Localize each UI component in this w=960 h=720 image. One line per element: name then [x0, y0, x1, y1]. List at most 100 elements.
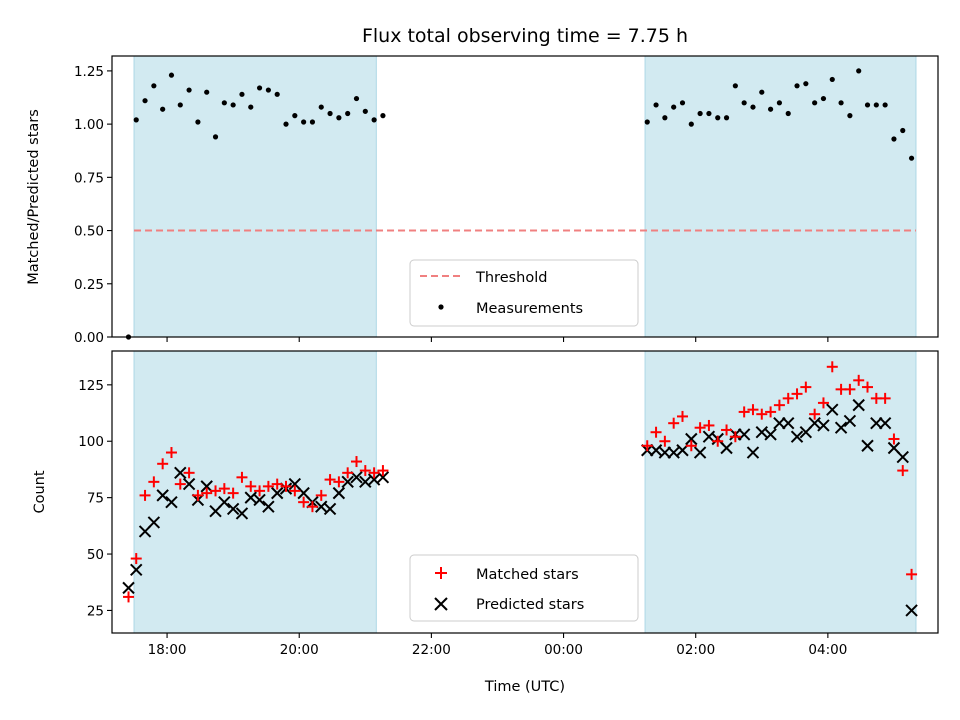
predicted-star-point — [826, 403, 839, 416]
predicted-star-point — [746, 446, 760, 459]
y-tick-label: 50 — [87, 547, 104, 563]
predicted-star-point — [773, 416, 786, 430]
matched-legend-label: Matched stars — [476, 567, 579, 583]
measurement-point — [292, 113, 298, 119]
predicted-legend-swatch — [434, 597, 448, 611]
matched-star-point — [298, 496, 310, 508]
measurement-point — [265, 87, 271, 93]
counts-axes-frame — [111, 350, 939, 634]
measurement-point — [380, 113, 386, 119]
measurements-legend-label: Measurements — [476, 301, 583, 317]
matched-star-point — [192, 489, 204, 501]
predicted-star-point — [861, 439, 874, 452]
matched-legend-swatch — [435, 567, 447, 579]
predicted-star-point — [878, 416, 892, 430]
matched-star-point — [183, 467, 195, 479]
measurement-point — [741, 100, 747, 106]
predicted-star-point — [790, 430, 804, 443]
matched-star-point — [668, 417, 680, 429]
chart-title: Flux total observing time = 7.75 h — [362, 25, 688, 47]
measurement-point — [891, 136, 897, 142]
measurement-point — [653, 102, 659, 108]
matched-star-point — [694, 422, 706, 434]
ratio-y-axis-label: Matched/Predicted stars — [26, 109, 42, 285]
measurement-point — [864, 102, 871, 108]
measurement-point — [204, 89, 210, 95]
matched-star-point — [262, 480, 274, 492]
x-axis-label: Time (UTC) — [484, 679, 565, 695]
matched-star-point — [333, 476, 345, 488]
measurement-point — [882, 102, 888, 108]
matched-star-point — [157, 458, 169, 470]
predicted-star-point — [905, 604, 918, 617]
measurement-point — [732, 83, 738, 89]
predicted-legend-label: Predicted stars — [476, 597, 584, 613]
measurement-point — [767, 106, 774, 112]
predicted-star-point — [174, 466, 187, 480]
y-tick-label: 0.75 — [74, 170, 104, 186]
matched-star-point — [773, 399, 785, 411]
predicted-star-point — [341, 475, 354, 489]
count-points — [122, 361, 918, 617]
matched-star-point — [280, 480, 292, 492]
predicted-star-point — [130, 563, 143, 577]
matched-star-point — [729, 431, 741, 443]
counts-panel: 25 50 75 100 125 18:00 20:00 22:00 00:00 02:00 04… — [32, 350, 939, 695]
predicted-star-point — [122, 581, 135, 595]
predicted-star-point — [359, 475, 372, 489]
matched-star-point — [721, 424, 733, 436]
matched-star-point — [315, 489, 327, 501]
predicted-star-point — [658, 446, 672, 459]
measurement-point — [679, 100, 686, 106]
x-tick-label: 04:00 — [808, 642, 847, 658]
measurement-point — [900, 127, 906, 134]
measurement-point — [715, 115, 721, 121]
measurement-point — [336, 115, 342, 121]
matched-star-point — [342, 467, 354, 479]
measurement-point — [750, 104, 756, 110]
measurement-point — [230, 102, 236, 108]
matched-star-point — [650, 426, 662, 438]
ratio-panel: 0.00 0.25 0.50 0.75 1.00 1.25 Matched/Predict… — [26, 55, 939, 346]
measurement-point — [838, 100, 844, 106]
y-tick-label: 25 — [87, 603, 104, 619]
matched-star-point — [676, 410, 688, 422]
predicted-star-point — [834, 421, 848, 434]
matched-star-point — [844, 383, 856, 395]
y-tick-label: 0.25 — [74, 277, 104, 293]
measurement-point — [856, 68, 862, 74]
predicted-star-point — [270, 486, 284, 500]
measurement-point — [345, 110, 351, 117]
measurement-point — [186, 87, 192, 93]
matched-star-point — [245, 480, 257, 492]
matched-star-point — [879, 392, 891, 404]
matched-star-point — [377, 465, 389, 477]
predicted-star-point — [693, 446, 707, 459]
counts-x-ticks: 18:00 20:00 22:00 00:00 02:00 04:00 — [148, 633, 847, 658]
x-tick-label: 18:00 — [148, 642, 187, 658]
matched-star-point — [324, 474, 336, 486]
matched-star-point — [236, 471, 248, 483]
predicted-star-point — [764, 428, 777, 441]
matched-star-point — [888, 433, 900, 445]
matched-star-point — [174, 478, 186, 490]
matched-star-point — [747, 404, 759, 416]
matched-star-point — [897, 465, 909, 477]
matched-star-point — [756, 408, 768, 420]
observing-window-band — [644, 350, 917, 634]
predicted-star-point — [896, 450, 909, 464]
matched-star-point — [853, 374, 865, 386]
measurement-point — [256, 85, 263, 91]
y-tick-label: 1.25 — [74, 64, 104, 80]
matched-star-point — [130, 553, 142, 565]
matched-star-point — [201, 487, 213, 499]
predicted-star-point — [165, 495, 178, 509]
matched-star-point — [218, 483, 230, 495]
measurement-point — [688, 121, 694, 127]
matched-star-point — [359, 465, 371, 477]
measurement-point — [309, 119, 316, 125]
matched-star-point — [165, 447, 177, 459]
measurement-point — [168, 72, 175, 78]
measurement-point — [776, 100, 783, 106]
